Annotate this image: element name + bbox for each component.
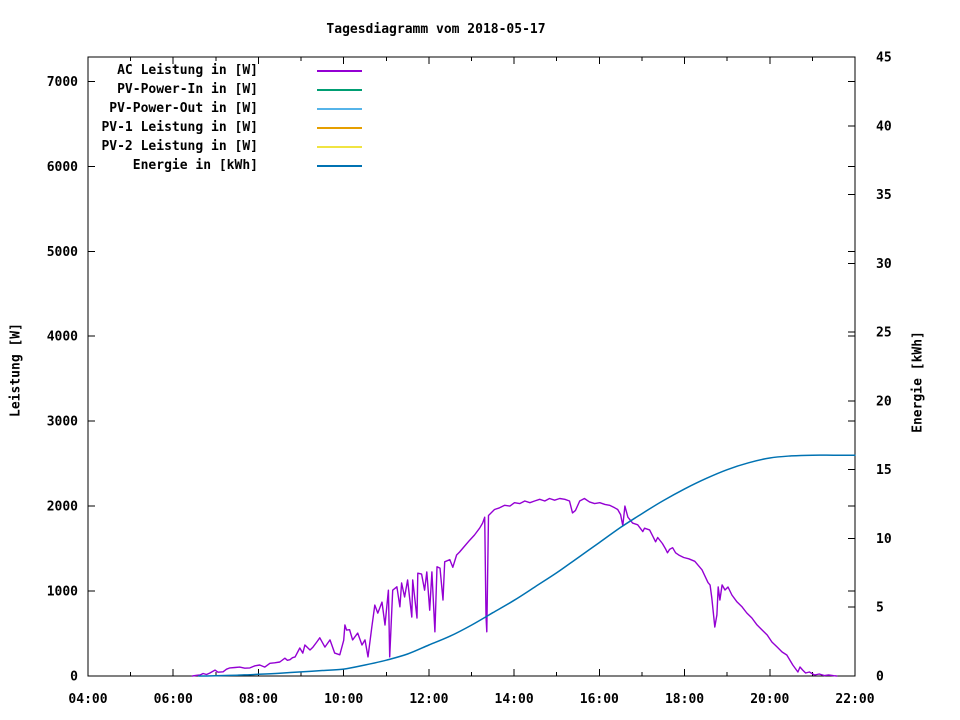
y-left-tick-label: 4000 [47,330,78,345]
y-axis-label-left: Leistung [W] [8,323,24,417]
x-tick-label: 08:00 [239,692,278,707]
x-tick-label: 22:00 [835,692,874,707]
y-right-tick-label: 30 [876,257,892,272]
legend-line-sample [317,145,362,148]
legend-line-sample [317,69,362,72]
legend: AC Leistung in [W] PV-Power-In in [W] PV-P… [0,61,362,175]
y-right-tick-label: 10 [876,532,892,547]
y-left-tick-label: 0 [70,670,78,685]
x-tick-label: 10:00 [324,692,363,707]
legend-item: PV-1 Leistung in [W] [0,118,362,137]
x-tick-label: 14:00 [495,692,534,707]
y-right-tick-label: 15 [876,463,892,478]
x-tick-label: 16:00 [580,692,619,707]
y-left-tick-label: 7000 [47,75,78,90]
legend-label: AC Leistung in [W] [117,63,258,78]
legend-label: Energie in [kWh] [132,158,258,173]
y-right-tick-label: 40 [876,119,892,134]
x-tick-label: 18:00 [665,692,704,707]
legend-line-sample [317,107,362,110]
y-right-tick-label: 35 [876,188,892,203]
x-tick-label: 20:00 [750,692,789,707]
legend-label: PV-Power-In in [W] [117,82,258,97]
legend-item: PV-Power-In in [W] [0,80,362,99]
y-left-tick-label: 1000 [47,585,78,600]
x-tick-label: 06:00 [154,692,193,707]
y-left-tick-label: 3000 [47,415,78,430]
legend-line-sample [317,88,362,91]
legend-item: Energie in [kWh] [0,156,362,175]
legend-item: PV-Power-Out in [W] [0,99,362,118]
legend-item: PV-2 Leistung in [W] [0,137,362,156]
y-left-tick-label: 2000 [47,500,78,515]
y-axis-label-right: Energie [kWh] [910,331,926,433]
y-right-tick-label: 20 [876,394,892,409]
legend-label: PV-Power-Out in [W] [109,101,258,116]
y-right-tick-label: 0 [876,670,884,685]
ac-curve [191,497,838,677]
y-right-tick-label: 5 [876,601,884,616]
y-right-tick-label: 45 [876,51,892,66]
y-left-tick-label: 5000 [47,245,78,260]
legend-line-sample [317,126,362,129]
energie-curve [198,454,856,677]
legend-label: PV-1 Leistung in [W] [101,120,258,135]
legend-label: PV-2 Leistung in [W] [101,139,258,154]
legend-line-sample [317,164,362,167]
legend-item: AC Leistung in [W] [0,61,362,80]
y-left-tick-label: 6000 [47,160,78,175]
x-tick-label: 12:00 [409,692,448,707]
y-right-tick-label: 25 [876,326,892,341]
x-tick-label: 04:00 [68,692,107,707]
chart-title: Tagesdiagramm vom 2018-05-17 [326,22,546,37]
